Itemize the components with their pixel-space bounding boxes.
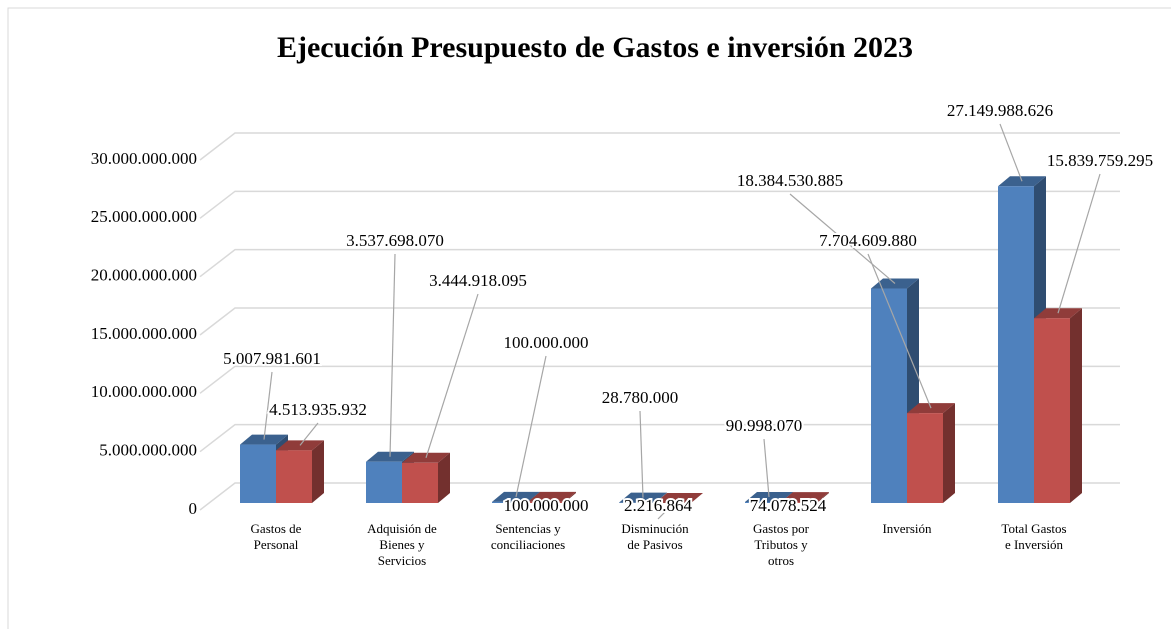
grid-line: [199, 307, 1120, 336]
bar: [998, 186, 1034, 504]
bar: [276, 450, 312, 503]
bar-top: [781, 492, 829, 503]
x-tick-label-line: Disminución: [621, 521, 689, 536]
leader-line: [425, 293, 479, 458]
leader-line: [639, 410, 644, 498]
data-label: 2.216.864: [624, 496, 693, 515]
x-tick-label: Disminución de Pasivos: [621, 521, 689, 552]
x-tick-label-line: Bienes y: [379, 537, 425, 552]
x-tick-label: Adquisión de Bienes y Servicios: [367, 521, 437, 568]
x-tick-label-line: Servicios: [378, 553, 426, 568]
x-tick-label-line: Personal: [254, 537, 299, 552]
x-tick-label-line: Sentencias y: [495, 521, 561, 536]
leader-line: [299, 422, 319, 446]
x-tick-label-line: Inversión: [882, 521, 932, 536]
grid-line: [199, 190, 1120, 219]
x-tick-label: Inversión: [882, 521, 932, 536]
bar-side: [691, 492, 703, 503]
y-tick-label: 25.000.000.000: [91, 207, 197, 226]
data-label: 18.384.530.885: [737, 171, 843, 190]
data-label: 5.007.981.601: [223, 349, 321, 368]
data-label: 15.839.759.295: [1047, 151, 1153, 170]
x-tick-label-line: Adquisión de: [367, 521, 437, 536]
bar: [907, 413, 943, 503]
x-tick-label: Gastos por Tributos y otros: [753, 521, 810, 568]
bar: [871, 288, 907, 503]
bar-side: [817, 492, 829, 503]
data-label: 7.704.609.880: [819, 231, 917, 250]
y-tick-label: 10.000.000.000: [91, 382, 197, 401]
data-label: 27.149.988.626: [947, 101, 1053, 120]
grid-line: [199, 248, 1120, 278]
grid-line: [199, 482, 1120, 511]
bar: [781, 502, 817, 503]
data-label: 4.513.935.932: [269, 400, 367, 419]
bar: [528, 501, 564, 503]
chart-title: Ejecución Presupuesto de Gastos e invers…: [277, 31, 913, 64]
leader-line: [515, 355, 547, 497]
bar-side: [312, 440, 324, 503]
bar-side: [1070, 308, 1082, 503]
grid-line: [199, 423, 1120, 453]
y-tick-label: 15.000.000.000: [91, 324, 197, 343]
y-tick-label: 0: [189, 499, 198, 518]
bar: [366, 461, 402, 503]
data-label: 100.000.000: [504, 496, 589, 515]
leader-line: [1057, 173, 1101, 314]
data-label: 100.000.000: [504, 333, 589, 352]
x-tick-label-line: e Inversión: [1005, 537, 1064, 552]
x-tick-label: Total Gastos e Inversión: [1001, 521, 1066, 552]
leader-line: [763, 438, 770, 497]
bar: [240, 444, 276, 503]
bar: [492, 501, 528, 503]
bar-side: [564, 491, 576, 503]
bar: [402, 462, 438, 503]
y-tick-label: 20.000.000.000: [91, 266, 197, 285]
grid-line: [199, 132, 1120, 161]
x-tick-label-line: de Pasivos: [627, 537, 682, 552]
x-tick-label-line: otros: [768, 553, 794, 568]
data-label: 3.537.698.070: [346, 231, 444, 250]
bar: [1034, 318, 1070, 503]
leader-line: [999, 123, 1023, 182]
data-label: 28.780.000: [602, 388, 679, 407]
x-tick-label-line: Tributos y: [754, 537, 808, 552]
y-tick-label: 30.000.000.000: [91, 149, 197, 168]
bar-side: [943, 403, 955, 503]
x-tick-label: Gastos de Personal: [251, 521, 302, 552]
bar: [745, 501, 781, 503]
x-tick-label-line: Gastos por: [753, 521, 810, 536]
x-tick-label-line: Total Gastos: [1001, 521, 1066, 536]
x-tick-label-line: conciliaciones: [491, 537, 565, 552]
leader-line: [657, 497, 680, 520]
leader-line: [867, 253, 932, 409]
leader-line: [789, 193, 896, 284]
y-tick-label: 5.000.000.000: [99, 441, 197, 460]
data-label: 90.998.070: [726, 416, 803, 435]
x-tick-label: Sentencias y conciliaciones: [491, 521, 565, 552]
leader-line: [263, 371, 273, 440]
data-label: 3.444.918.095: [429, 271, 527, 290]
grid-line: [199, 365, 1120, 394]
bar-side: [655, 492, 667, 503]
chart-frame: [7, 7, 1171, 629]
x-tick-label-line: Gastos de: [251, 521, 302, 536]
data-label: 74.078.524: [750, 496, 827, 515]
bar-side: [438, 452, 450, 503]
bar-top: [528, 491, 576, 502]
leader-line: [389, 253, 396, 457]
